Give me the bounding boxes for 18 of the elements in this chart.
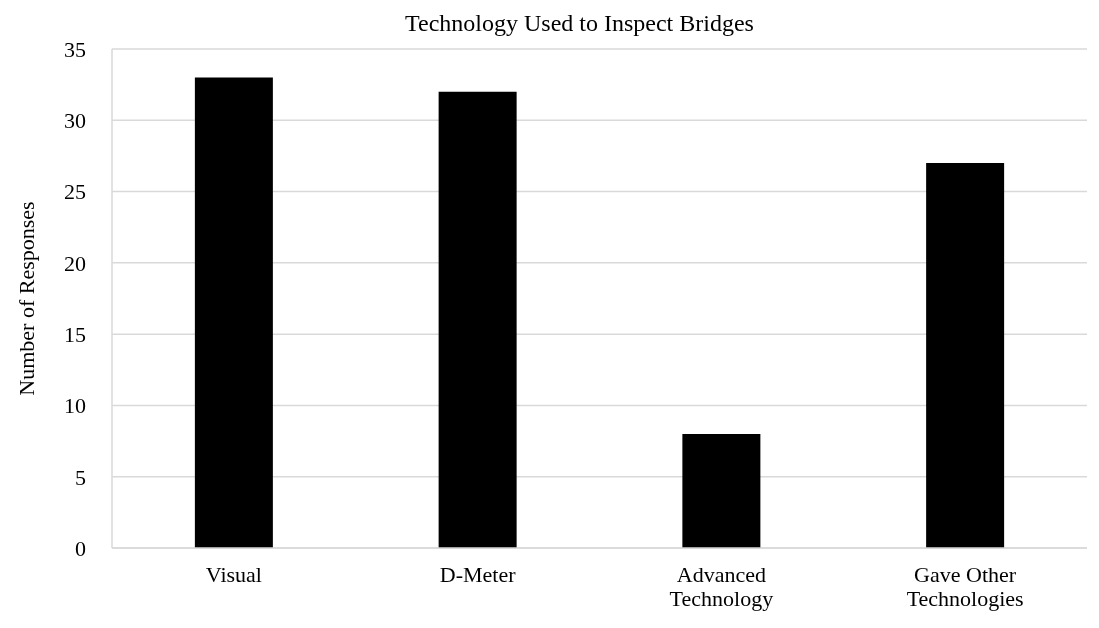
y-tick-label: 30 — [64, 108, 86, 134]
chart-title: Technology Used to Inspect Bridges — [404, 9, 755, 38]
bar — [194, 77, 273, 548]
x-tick-label: Gave Other Technologies — [906, 562, 1024, 611]
y-tick-label: 25 — [64, 179, 86, 205]
bar — [438, 91, 517, 548]
y-tick-label: 5 — [75, 464, 86, 490]
y-axis-title: Number of Responses — [13, 201, 39, 396]
bar — [682, 433, 761, 548]
y-tick-label: 15 — [64, 321, 86, 347]
x-tick-label: D-Meter — [439, 562, 517, 587]
x-tick-label: Visual — [205, 562, 262, 587]
y-tick-label: 35 — [64, 36, 86, 62]
y-tick-label: 20 — [64, 250, 86, 276]
bar — [926, 163, 1005, 548]
y-tick-label: 10 — [64, 393, 86, 419]
y-tick-label: 0 — [75, 535, 86, 561]
x-tick-label: Advanced Technology — [669, 562, 774, 611]
